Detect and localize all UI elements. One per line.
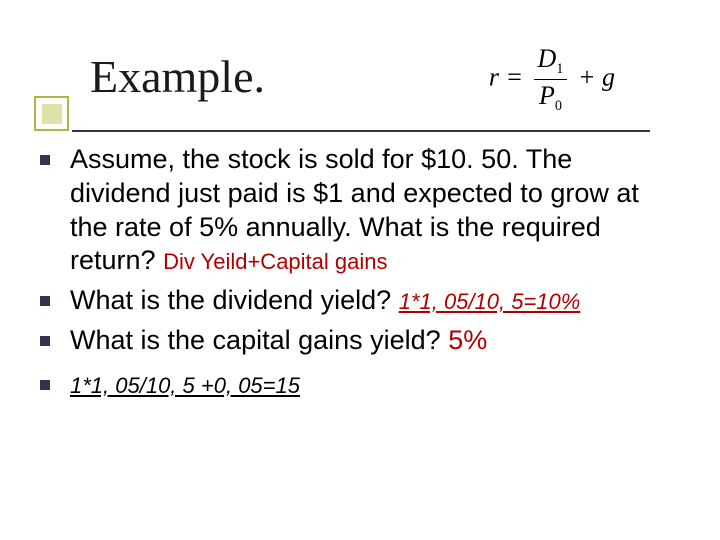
bullet-item: What is the capital gains yield? 5% (40, 324, 680, 358)
bullet-text: Assume, the stock is sold for $10. 50. T… (70, 143, 680, 278)
bullet-square-icon (40, 336, 50, 346)
title-accent-box (34, 96, 69, 131)
bullet-answer: 1*1, 05/10, 5=10% (399, 289, 581, 314)
bullet-text: What is the capital gains yield? 5% (70, 324, 487, 358)
bullet-answer: Div Yeild+Capital gains (163, 249, 387, 274)
formula-numerator: D1 (534, 45, 568, 80)
formula-denominator: P0 (534, 80, 568, 114)
bullet-item: Assume, the stock is sold for $10. 50. T… (40, 143, 680, 278)
bullet-list: Assume, the stock is sold for $10. 50. T… (40, 143, 680, 399)
formula-equals: = (505, 63, 529, 92)
bullet-text: What is the dividend yield? 1*1, 05/10, … (70, 284, 580, 318)
bullet-answer: 5% (448, 325, 487, 355)
bullet-square-icon (40, 296, 50, 306)
formula-display: r = D1 P0 + g (489, 45, 615, 114)
title-underline (72, 130, 650, 132)
formula-lhs: r (489, 63, 499, 92)
formula-plus: + (578, 63, 602, 92)
bullet-square-icon (40, 380, 50, 390)
slide-container: Example. r = D1 P0 + g Assume, the stock… (0, 0, 720, 540)
footnote-text: 1*1, 05/10, 5 +0, 05=15 (70, 372, 300, 400)
bullet-square-icon (40, 155, 50, 165)
bullet-item: What is the dividend yield? 1*1, 05/10, … (40, 284, 680, 318)
formula-g: g (602, 63, 615, 92)
footnote-item: 1*1, 05/10, 5 +0, 05=15 (40, 372, 680, 400)
formula-fraction: D1 P0 (534, 45, 568, 114)
